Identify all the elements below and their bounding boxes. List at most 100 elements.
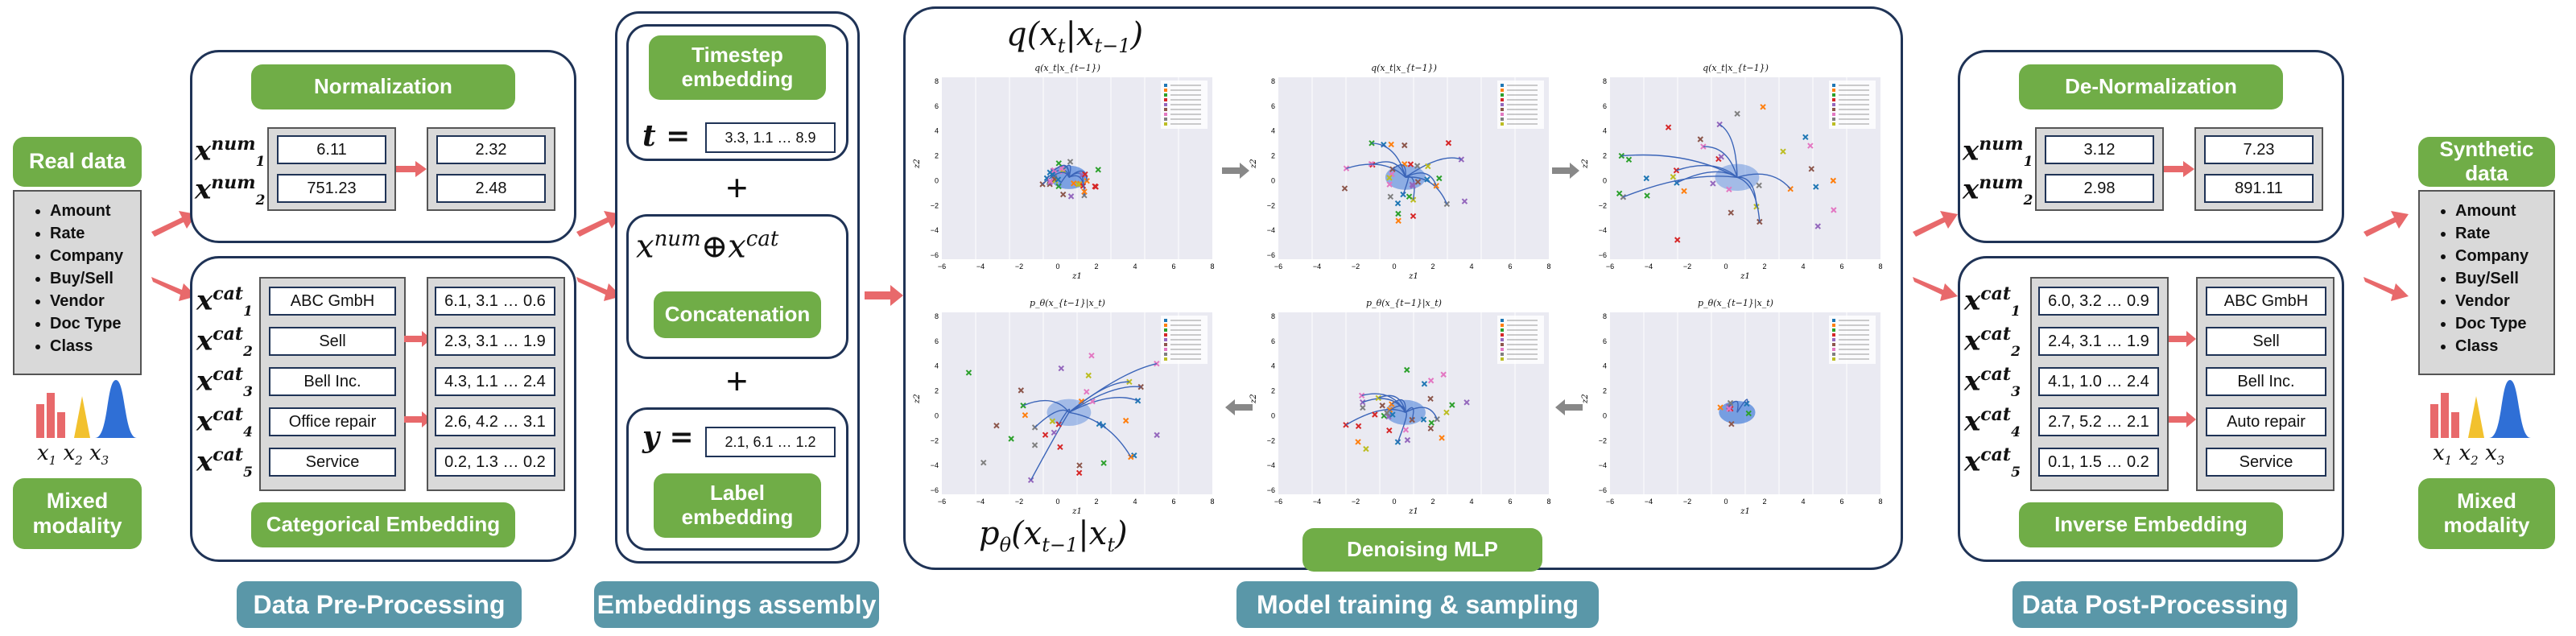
x-axis-label: z1	[1740, 507, 1750, 515]
trajectory-curve	[1623, 176, 1738, 198]
y-tick-label: 4	[1271, 362, 1275, 370]
cat-subscript: 2	[2011, 344, 2021, 361]
scatter-marker	[1022, 412, 1029, 419]
legend-swatch	[1164, 89, 1167, 92]
scatter-marker	[1780, 148, 1786, 155]
pre-cat-input-1: ABC GmbH	[269, 287, 396, 316]
real-data-list: AmountRateCompanyBuy/SellVendorDoc TypeC…	[13, 190, 142, 375]
post-cat-input-4: 2.7, 5.2 … 2.1	[2038, 407, 2159, 436]
trajectory-curve	[1371, 142, 1406, 178]
y-tick-label: 2	[935, 152, 939, 160]
pre-cat-output-5: 0.2, 1.3 … 0.2	[435, 448, 555, 477]
x-tick-label: −6	[1606, 498, 1614, 506]
cat-superscript: cat	[1980, 444, 2012, 465]
pre-cat-var-2: xcat2	[196, 324, 253, 361]
trajectory-curve	[1719, 123, 1738, 178]
x-tick-label: 6	[1508, 498, 1512, 506]
synthetic-modality-icon	[2430, 380, 2531, 438]
scatter-marker	[1421, 381, 1428, 387]
cat-superscript: cat	[1980, 324, 2012, 345]
trajectory-curve	[1022, 399, 1070, 413]
list-item: Company	[2455, 245, 2553, 267]
scatter-marker	[1008, 436, 1014, 442]
scatter-marker	[1409, 416, 1415, 423]
y-axis-label: z2	[1581, 159, 1590, 169]
x-tick-label: 2	[1094, 262, 1098, 271]
legend-swatch	[1501, 89, 1504, 92]
post-cat-input-2: 2.4, 3.1 … 1.9	[2038, 327, 2159, 356]
y-value: 2.1, 6.1 … 1.2	[705, 427, 836, 457]
scatter-marker	[1402, 142, 1408, 149]
post-cat-output-5: Service	[2206, 448, 2326, 477]
scatter-marker	[1745, 410, 1752, 417]
num-output-2: 2.48	[436, 174, 546, 203]
scatter-marker	[1386, 175, 1393, 181]
scatter-marker	[1831, 207, 1837, 213]
scatter-marker	[1697, 136, 1704, 142]
scatter-marker	[1439, 435, 1445, 441]
pre-cat-input-3: Bell Inc.	[269, 367, 396, 396]
trajectory-curve	[1736, 173, 1791, 190]
stage-embeddings: Embeddings assembly	[594, 581, 879, 628]
scatter-marker	[1425, 163, 1431, 170]
y-axis-label: z2	[1249, 394, 1258, 404]
x-tick-label: 2	[1430, 498, 1435, 506]
trajectory-curve	[1361, 393, 1406, 413]
scatter-marker	[1055, 160, 1062, 167]
stage-postprocessing: Data Post-Processing	[2013, 581, 2297, 628]
trajectory-curve	[1030, 411, 1070, 481]
y-tick-label: 0	[935, 411, 939, 419]
legend-swatch	[1501, 353, 1504, 356]
cat-subscript: 3	[2011, 384, 2021, 401]
scatter-marker	[1071, 180, 1077, 187]
scatter-marker	[1404, 436, 1411, 444]
plot-title: q(x_t|x_{t−1})	[1371, 63, 1437, 73]
scatter-marker	[1726, 186, 1732, 193]
scatter-marker	[1058, 365, 1064, 372]
trajectory-curve	[1068, 386, 1141, 413]
scatter-marker	[1078, 398, 1085, 405]
scatter-marker	[1443, 409, 1450, 416]
legend-swatch	[1832, 343, 1835, 346]
real-modality-icon	[36, 380, 137, 438]
legend-swatch	[1832, 324, 1835, 327]
scatter-marker	[1047, 178, 1054, 184]
trajectory-curve	[1405, 407, 1414, 420]
x-tick-label: 0	[1724, 498, 1728, 506]
scatter-marker	[1075, 469, 1083, 477]
plot-title: p_θ(x_{t−1}|x_t)	[1698, 298, 1773, 308]
list-item: Amount	[2455, 200, 2553, 222]
arrow-denormalize	[2164, 161, 2194, 177]
scatter-marker	[1427, 378, 1435, 384]
y-tick-label: −2	[931, 201, 939, 209]
trajectory-curve	[1405, 176, 1448, 204]
scatter-marker	[1643, 175, 1649, 182]
scatter-plot: p_θ(x_{t−1}|x_t) −6 −4 −2 0 2 4 6 8 8 6 4 2 0 −2 −4 −6 z1…	[1249, 298, 1558, 515]
y-tick-label: 0	[1603, 411, 1607, 419]
legend-swatch	[1501, 324, 1504, 327]
y-tick-label: 0	[1271, 176, 1275, 184]
scatter-marker	[1710, 180, 1716, 187]
arrow-forward-2	[1552, 163, 1579, 179]
scatter-plot: q(x_t|x_{t−1}) −6 −4 −2 0 2 4 6 8 8 6 4 2 0 −2 −4 −6 z1 z2	[1581, 63, 1890, 280]
scatter-marker	[1665, 124, 1672, 130]
legend-swatch	[1832, 84, 1835, 87]
scatter-marker	[1122, 417, 1129, 424]
scatter-marker	[1463, 399, 1470, 406]
list-item: Doc Type	[50, 312, 140, 335]
scatter-marker	[980, 460, 987, 466]
legend-swatch	[1164, 338, 1167, 341]
plus-2: +	[726, 360, 748, 402]
concatenation-label: Concatenation	[654, 291, 821, 338]
x-tick-label: −6	[938, 498, 946, 506]
cat-subscript: 3	[243, 384, 253, 401]
concat-formula: xnum⊕xcat	[636, 227, 779, 266]
plot-title: p_θ(x_{t−1}|x_t)	[1366, 298, 1442, 308]
scatter-marker	[1644, 192, 1650, 199]
scatter-marker	[1424, 176, 1430, 183]
scatter-marker	[1814, 223, 1821, 229]
scatter-marker	[1375, 394, 1381, 402]
scatter-marker	[1020, 403, 1026, 409]
x-tick-label: 0	[1724, 262, 1728, 271]
legend-swatch	[1832, 118, 1835, 121]
